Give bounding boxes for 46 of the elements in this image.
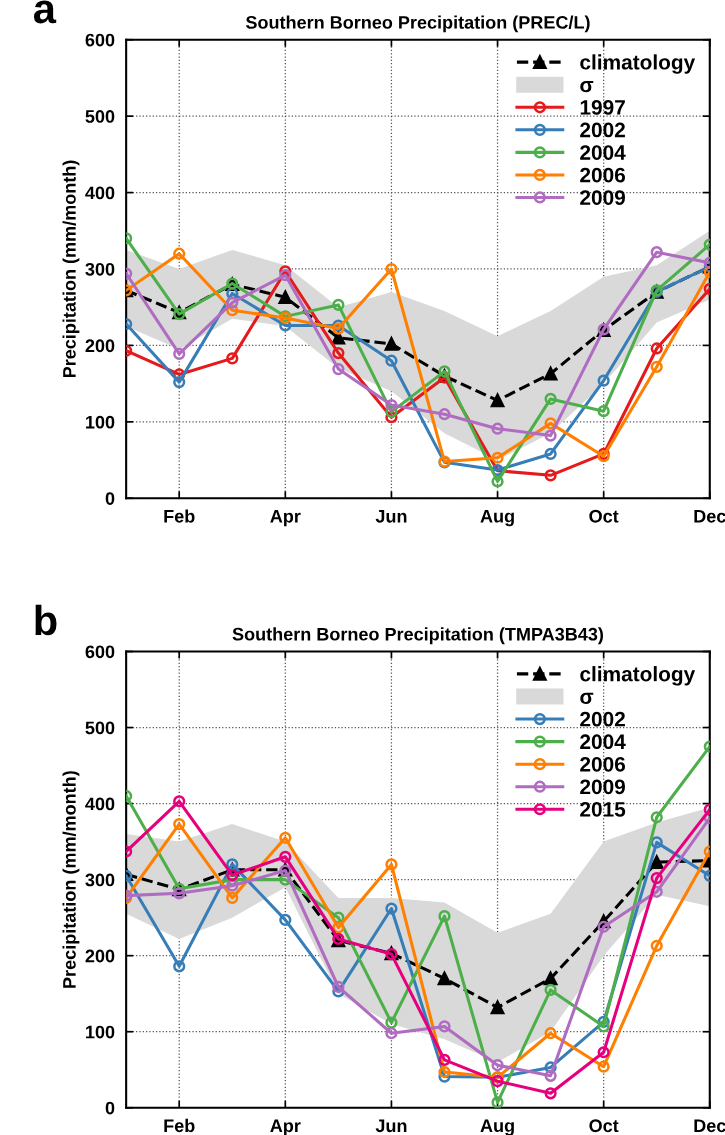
y-tick-label: 600 bbox=[85, 645, 115, 659]
x-tick-label: Feb bbox=[164, 509, 195, 523]
legend-label: 2006 bbox=[580, 756, 626, 772]
legend-label: σ bbox=[580, 692, 594, 705]
y-tick-label: 0 bbox=[105, 1101, 115, 1115]
x-tick-label: Jun bbox=[375, 1119, 407, 1133]
legend-label: 2009 bbox=[580, 779, 626, 795]
y-tick-label: 500 bbox=[85, 110, 115, 123]
x-tick-label: Aug bbox=[480, 1119, 514, 1135]
x-tick-label: Oct bbox=[589, 1119, 619, 1133]
x-tick-label: Dec bbox=[694, 1119, 725, 1133]
legend-label: 1997 bbox=[580, 100, 625, 115]
y-tick-label: 400 bbox=[85, 797, 115, 811]
legend-label: σ bbox=[580, 81, 594, 93]
legend-label: 2015 bbox=[580, 801, 626, 817]
legend-label: 2006 bbox=[580, 167, 626, 183]
legend-label: 2004 bbox=[580, 734, 626, 750]
text: a bbox=[33, 0, 57, 24]
legend-label: 2002 bbox=[580, 711, 625, 727]
legend-label: 2002 bbox=[580, 122, 625, 138]
y-tick-label: 500 bbox=[85, 721, 115, 735]
x-tick-label: Apr bbox=[270, 510, 301, 527]
legend-label: 2009 bbox=[580, 190, 626, 205]
x-tick-label: Jun bbox=[375, 510, 407, 523]
y-tick-label: 100 bbox=[86, 415, 115, 429]
legend-label: climatology bbox=[580, 666, 696, 686]
y-tick-label: 200 bbox=[85, 949, 115, 963]
x-tick-label: Dec bbox=[694, 510, 725, 523]
legend-label: 2004 bbox=[580, 145, 626, 160]
y-axis-title: Precipitation (mm/month) bbox=[62, 771, 80, 988]
y-tick-label: 600 bbox=[85, 33, 115, 47]
y-tick-label: 400 bbox=[85, 186, 115, 200]
x-tick-label: Apr bbox=[270, 1119, 301, 1135]
chart-title: Southern Borneo Precipitation (PREC/L) bbox=[245, 15, 590, 33]
chart-title: Southern Borneo Precipitation (TMPA3B43) bbox=[232, 627, 603, 645]
legend-label: climatology bbox=[580, 54, 696, 74]
y-axis-title: Precipitation (mm/month) bbox=[62, 160, 80, 378]
text: b bbox=[35, 604, 57, 636]
x-tick-label: Oct bbox=[589, 509, 619, 523]
y-tick-label: 300 bbox=[85, 873, 115, 887]
x-tick-label: Aug bbox=[480, 509, 514, 527]
y-tick-label: 300 bbox=[85, 262, 115, 276]
y-tick-label: 200 bbox=[85, 339, 115, 353]
y-tick-label: 100 bbox=[86, 1025, 115, 1039]
y-tick-label: 0 bbox=[105, 492, 115, 505]
x-tick-label: Feb bbox=[164, 1118, 195, 1133]
